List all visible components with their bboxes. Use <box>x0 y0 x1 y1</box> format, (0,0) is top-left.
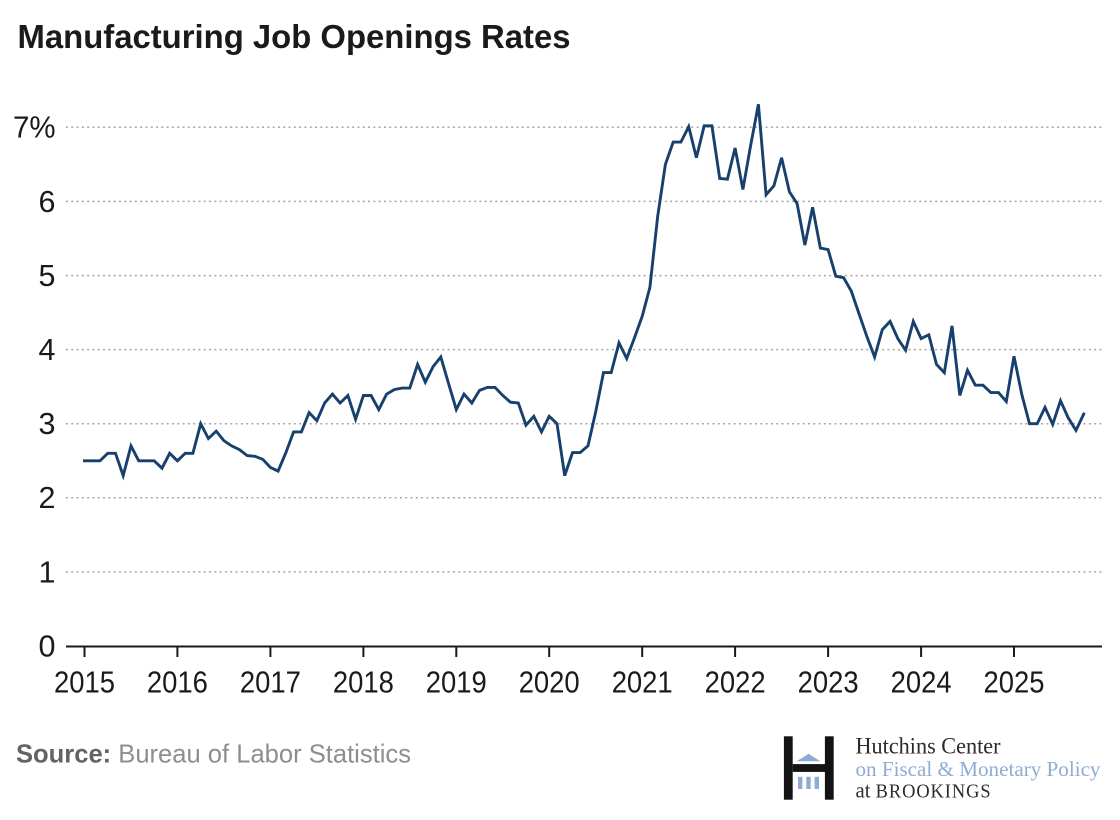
svg-text:Source: Bureau of Labor Statis: Source: Bureau of Labor Statistics <box>16 739 411 769</box>
svg-text:Hutchins Center: Hutchins Center <box>856 733 1001 758</box>
svg-text:2018: 2018 <box>333 666 394 700</box>
svg-text:2: 2 <box>39 481 56 515</box>
svg-text:2019: 2019 <box>426 666 487 700</box>
svg-text:2015: 2015 <box>54 666 115 700</box>
svg-text:2020: 2020 <box>519 666 580 700</box>
svg-text:0: 0 <box>39 629 56 663</box>
svg-text:Manufacturing Job Openings Rat: Manufacturing Job Openings Rates <box>18 19 571 56</box>
svg-text:on Fiscal & Monetary Policy: on Fiscal & Monetary Policy <box>856 757 1101 781</box>
svg-text:2016: 2016 <box>147 666 208 700</box>
svg-text:2021: 2021 <box>612 666 673 700</box>
svg-text:7%: 7% <box>13 111 56 145</box>
svg-text:4: 4 <box>39 333 56 367</box>
svg-text:at BROOKINGS: at BROOKINGS <box>856 777 992 802</box>
svg-text:2025: 2025 <box>984 666 1045 700</box>
svg-text:2017: 2017 <box>240 666 301 700</box>
svg-text:6: 6 <box>39 185 56 219</box>
svg-text:1: 1 <box>39 555 56 589</box>
svg-text:5: 5 <box>39 259 56 293</box>
svg-text:3: 3 <box>39 407 56 441</box>
svg-text:2023: 2023 <box>798 666 859 700</box>
svg-text:2022: 2022 <box>705 666 766 700</box>
svg-text:2024: 2024 <box>891 666 952 700</box>
